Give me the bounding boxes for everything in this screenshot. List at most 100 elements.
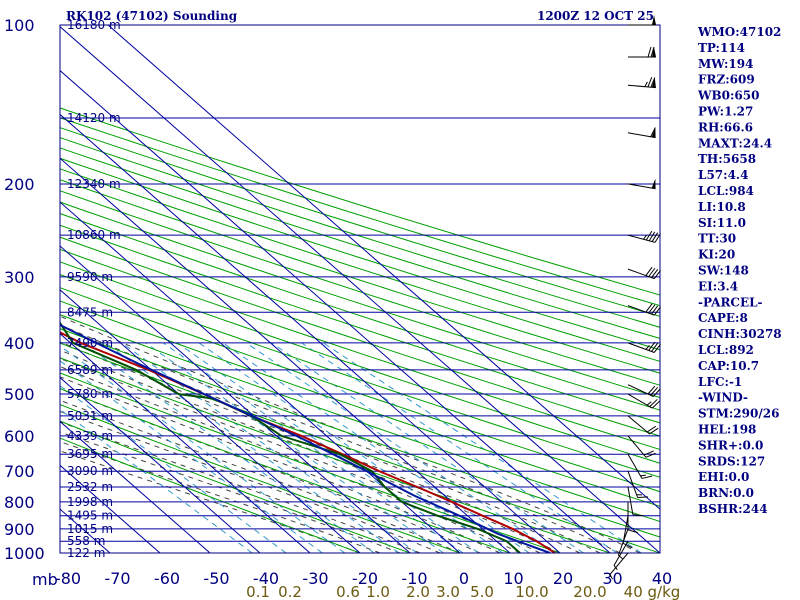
barb-full: [651, 342, 659, 352]
barb-full: [651, 232, 659, 242]
index-value: RH:66.6: [698, 120, 753, 134]
pressure-tick-label: 100: [4, 16, 35, 35]
barb-full: [650, 46, 655, 58]
pressure-tick-label: 800: [4, 493, 35, 512]
wind-barb: [627, 178, 656, 190]
barb-full: [648, 304, 656, 314]
barb-staff: [627, 342, 655, 353]
moist-adiabat: [60, 441, 381, 553]
index-value: HEL:198: [698, 423, 756, 437]
height-label: 5031 m: [67, 409, 113, 423]
wind-barb: [628, 15, 656, 26]
index-value: SHR+:0.0: [698, 438, 763, 452]
barb-half: [643, 234, 648, 240]
barb-full: [647, 385, 656, 395]
barb-full: [641, 475, 653, 479]
mixing-ratio-line: [271, 342, 584, 553]
barb-staff: [627, 183, 656, 190]
index-value: -WIND-: [698, 391, 748, 405]
barb-half: [645, 345, 650, 350]
mixing-ratio-label: 1.0: [366, 583, 390, 600]
wind-barb: [627, 415, 659, 435]
temperature-tick-label: 20: [553, 569, 573, 588]
index-value: -PARCEL-: [698, 295, 763, 309]
height-label: 7490 m: [67, 336, 113, 350]
indices-panel: WMO:47102 TP:114 MW:194 FRZ:609 WB0:650 PW:1.…: [697, 25, 782, 516]
wind-barb: [627, 341, 661, 353]
temperature-tick-label: -60: [154, 569, 180, 588]
barb-pennant: [651, 77, 656, 88]
index-value: BRN:0.0: [698, 486, 754, 500]
temperature-tick-label: 40: [652, 569, 672, 588]
barb-full: [651, 305, 659, 315]
index-value: WB0:650: [697, 89, 759, 103]
pressure-tick-label: 500: [4, 385, 35, 404]
index-value: STM:290/26: [698, 407, 779, 421]
barb-full: [649, 427, 659, 435]
barb-staff: [627, 384, 654, 397]
barb-staff: [627, 415, 650, 435]
barb-full: [648, 341, 656, 351]
temperature-tick-label: -10: [401, 569, 427, 588]
barb-full: [627, 529, 639, 534]
isotherm: [107, 25, 660, 510]
mixing-ratio-line: [60, 345, 346, 553]
height-label: 558 m: [67, 534, 105, 548]
barb-full: [646, 425, 657, 433]
barb-staff: [613, 540, 629, 566]
isotherm: [60, 157, 511, 553]
height-label: 1015 m: [67, 522, 113, 536]
chart-title: RK102 (47102) Sounding: [66, 9, 238, 23]
barb-full: [650, 387, 658, 396]
moist-adiabat: [60, 349, 561, 553]
wind-barb: [627, 127, 656, 139]
index-value: CAPE:8: [698, 311, 748, 325]
barb-full: [645, 452, 656, 458]
pressure-tick-label: 200: [4, 175, 35, 194]
wind-barb: [627, 303, 661, 316]
barb-pennant: [652, 47, 656, 57]
index-value: TP:114: [698, 41, 745, 55]
index-value: LCL:984: [698, 184, 754, 198]
height-label: 8475 m: [67, 305, 113, 319]
wind-barb: [627, 266, 661, 280]
barb-full: [649, 399, 658, 407]
temperature-tick-label: -80: [55, 569, 81, 588]
index-value: SRDS:127: [698, 454, 765, 468]
index-value: LCL:892: [698, 343, 754, 357]
barb-full: [653, 270, 661, 279]
isotherm: [60, 376, 261, 553]
wind-barb: [627, 453, 653, 479]
pressure-unit-label: mb: [32, 570, 58, 589]
plot-frame: [59, 24, 661, 554]
height-label: 9590 m: [67, 270, 113, 284]
pressure-axis-labels: 100 200 300 400 500 600 700 800 900 1000: [4, 16, 45, 563]
barb-full: [650, 77, 656, 88]
wind-barb: [609, 552, 629, 580]
height-label: 16180 m: [67, 18, 121, 32]
barb-staff: [627, 305, 655, 316]
mixing-ratio-line: [60, 408, 253, 553]
index-value: CAP:10.7: [698, 359, 759, 373]
height-label: 1495 m: [67, 509, 113, 523]
index-value: FRZ:609: [698, 73, 755, 87]
mixing-ratio-labels: 0.1 0.2 0.6 1.0 2.0 3.0 5.0 10.0 20.0 40 g/kg: [246, 583, 680, 600]
wind-barb: [627, 384, 661, 397]
mixing-ratio-line: [60, 360, 323, 553]
height-label: 1998 m: [67, 495, 113, 509]
profile-lines: [60, 321, 556, 553]
barb-full: [654, 233, 661, 243]
barb-staff: [627, 471, 639, 498]
isotherm: [60, 113, 561, 553]
barb-staff: [617, 528, 629, 556]
parcel-line: [60, 323, 551, 553]
barb-full: [645, 303, 653, 313]
pressure-tick-label: 900: [4, 520, 35, 539]
barb-half: [636, 494, 642, 496]
moist-adiabat: [60, 431, 401, 553]
height-label: 2532 m: [67, 480, 113, 494]
barb-full: [651, 400, 661, 409]
barb-staff: [627, 268, 655, 280]
index-value: LFC:-1: [698, 375, 742, 389]
mixing-ratio-line: [245, 342, 556, 553]
